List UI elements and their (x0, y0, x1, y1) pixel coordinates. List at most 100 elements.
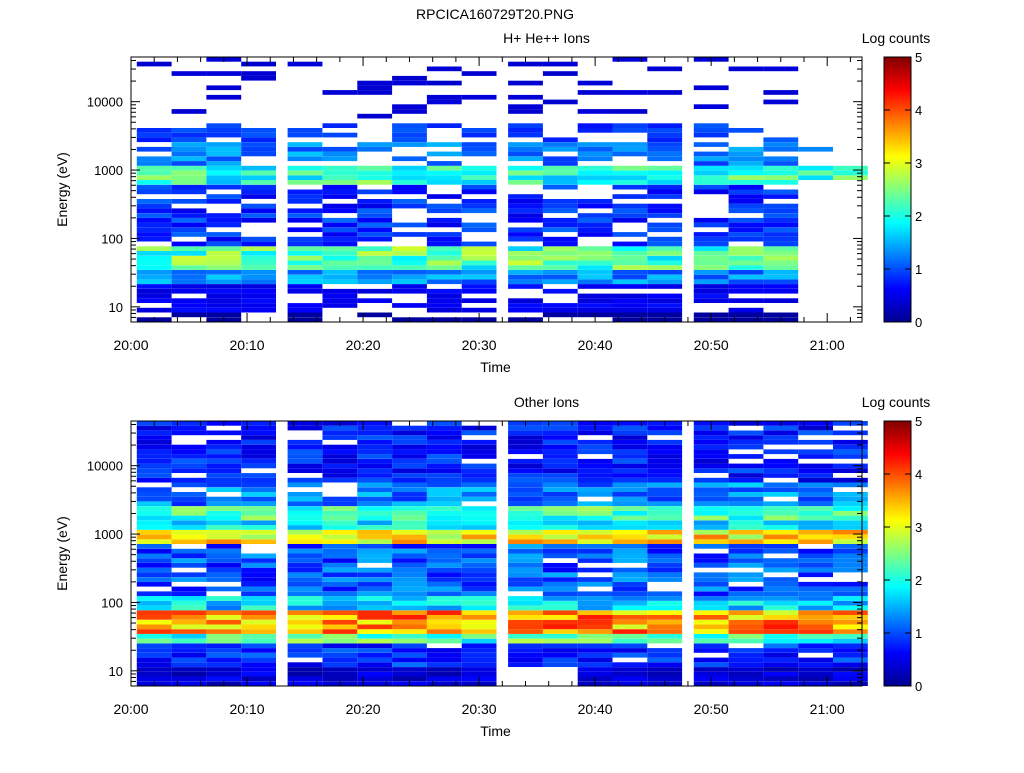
spectrogram-cell (508, 132, 543, 138)
spectrogram-cell (763, 208, 799, 214)
spectrogram-cell (833, 492, 868, 497)
spectrogram-cell (322, 596, 358, 601)
spectrogram-cell (763, 222, 799, 228)
spectrogram-cell (763, 312, 799, 318)
spectrogram-cell (357, 567, 393, 573)
spectrogram-cell (833, 615, 868, 620)
spectrogram-cell (171, 553, 207, 559)
spectrogram-cell (136, 175, 172, 180)
spectrogram-cell (461, 624, 497, 630)
spectrogram-cell (322, 449, 358, 455)
spectrogram-cell (647, 255, 683, 261)
spectrogram-cell (392, 265, 427, 270)
spectrogram-cell (241, 137, 276, 143)
spectrogram-cell (763, 605, 799, 611)
spectrogram-cell (508, 156, 543, 162)
spectrogram-cell (392, 591, 427, 597)
spectrogram-cell (322, 293, 358, 299)
spectrogram-cell (241, 180, 276, 185)
spectrogram-cell (577, 596, 613, 601)
spectrogram-cell (542, 586, 578, 592)
spectrogram-cell (461, 586, 497, 592)
spectrogram-cell (241, 473, 276, 478)
spectrogram-cell (693, 534, 729, 540)
spectrogram-cell (357, 232, 393, 237)
panel-title: H+ He++ Ions (503, 30, 590, 46)
spectrogram-cell (136, 189, 172, 195)
spectrogram-cell (763, 487, 799, 492)
spectrogram-cell (798, 468, 833, 473)
spectrogram-cell (241, 151, 276, 157)
spectrogram-cell (542, 222, 578, 228)
spectrogram-cell (612, 298, 648, 303)
spectrogram-cell (542, 279, 578, 285)
spectrogram-cell (647, 473, 683, 478)
spectrogram-cell (136, 515, 172, 521)
spectrogram-cell (287, 449, 323, 455)
spectrogram-cell (508, 142, 543, 147)
spectrogram-cell (287, 605, 323, 611)
spectrogram-cell (508, 175, 543, 180)
spectrogram-cell (508, 435, 543, 440)
spectrogram-cell (136, 676, 172, 682)
spectrogram-cell (461, 534, 497, 540)
spectrogram-cell (693, 591, 729, 597)
spectrogram-cell (287, 194, 323, 199)
spectrogram-cell (647, 544, 683, 549)
x-tick-label: 20:20 (346, 337, 381, 353)
spectrogram-cell (136, 274, 172, 280)
spectrogram-cell (763, 142, 799, 147)
y-tick-label: 100 (101, 595, 123, 610)
spectrogram-cell (693, 482, 729, 488)
spectrogram-cell (693, 662, 729, 667)
x-tick-label: 20:50 (694, 337, 729, 353)
spectrogram-cell (728, 236, 764, 242)
spectrogram-cell (171, 430, 207, 436)
spectrogram-cell (798, 482, 833, 488)
x-ticks: 20:00 20:10 20:20 20:30 20:40 20:50 21:00 (113, 421, 851, 717)
y-tick-label: 1000 (94, 163, 123, 178)
spectrogram-cell (206, 463, 242, 469)
spectrogram-cell (612, 265, 648, 270)
spectrogram-cell (798, 421, 833, 426)
spectrogram-cell (728, 444, 764, 450)
spectrogram-cell (647, 591, 683, 597)
spectrogram-cell (287, 213, 323, 218)
spectrogram-cell (508, 572, 543, 578)
spectrogram-cell (577, 529, 613, 535)
spectrogram-cell (136, 629, 172, 634)
spectrogram-cell (542, 619, 578, 625)
spectrogram-cell (798, 591, 833, 597)
spectrogram-cell (508, 151, 543, 157)
spectrogram-cell (171, 506, 207, 511)
spectrogram-cell (542, 255, 578, 261)
spectrogram-cell (287, 510, 323, 516)
spectrogram-cell (287, 544, 323, 549)
spectrogram-cell (508, 199, 543, 204)
spectrogram-cell (542, 463, 578, 469)
spectrogram-cell (357, 189, 393, 195)
spectrogram-cell (508, 534, 543, 540)
spectrogram-cell (577, 463, 613, 469)
spectrogram-cell (392, 563, 427, 568)
spectrogram-cell (542, 288, 578, 294)
spectrogram-cell (693, 449, 729, 455)
spectrogram-cell (241, 203, 276, 209)
spectrogram-cell (542, 165, 578, 171)
spectrogram-cell (508, 586, 543, 592)
spectrogram-cell (542, 581, 578, 587)
spectrogram-cell (171, 600, 207, 606)
spectrogram-cell (542, 496, 578, 502)
spectrogram-cell (426, 255, 462, 261)
spectrogram-cell (833, 652, 868, 658)
x-tick-label: 20:30 (462, 701, 497, 717)
spectrogram-cell (136, 444, 172, 450)
spectrogram-cell (392, 558, 427, 563)
spectrogram-cell (357, 496, 393, 502)
spectrogram-cell (612, 217, 648, 223)
spectrogram-cell (322, 274, 358, 280)
spectrogram-cell (171, 151, 207, 157)
spectrogram-cell (392, 132, 427, 138)
spectrogram-cell (287, 189, 323, 195)
